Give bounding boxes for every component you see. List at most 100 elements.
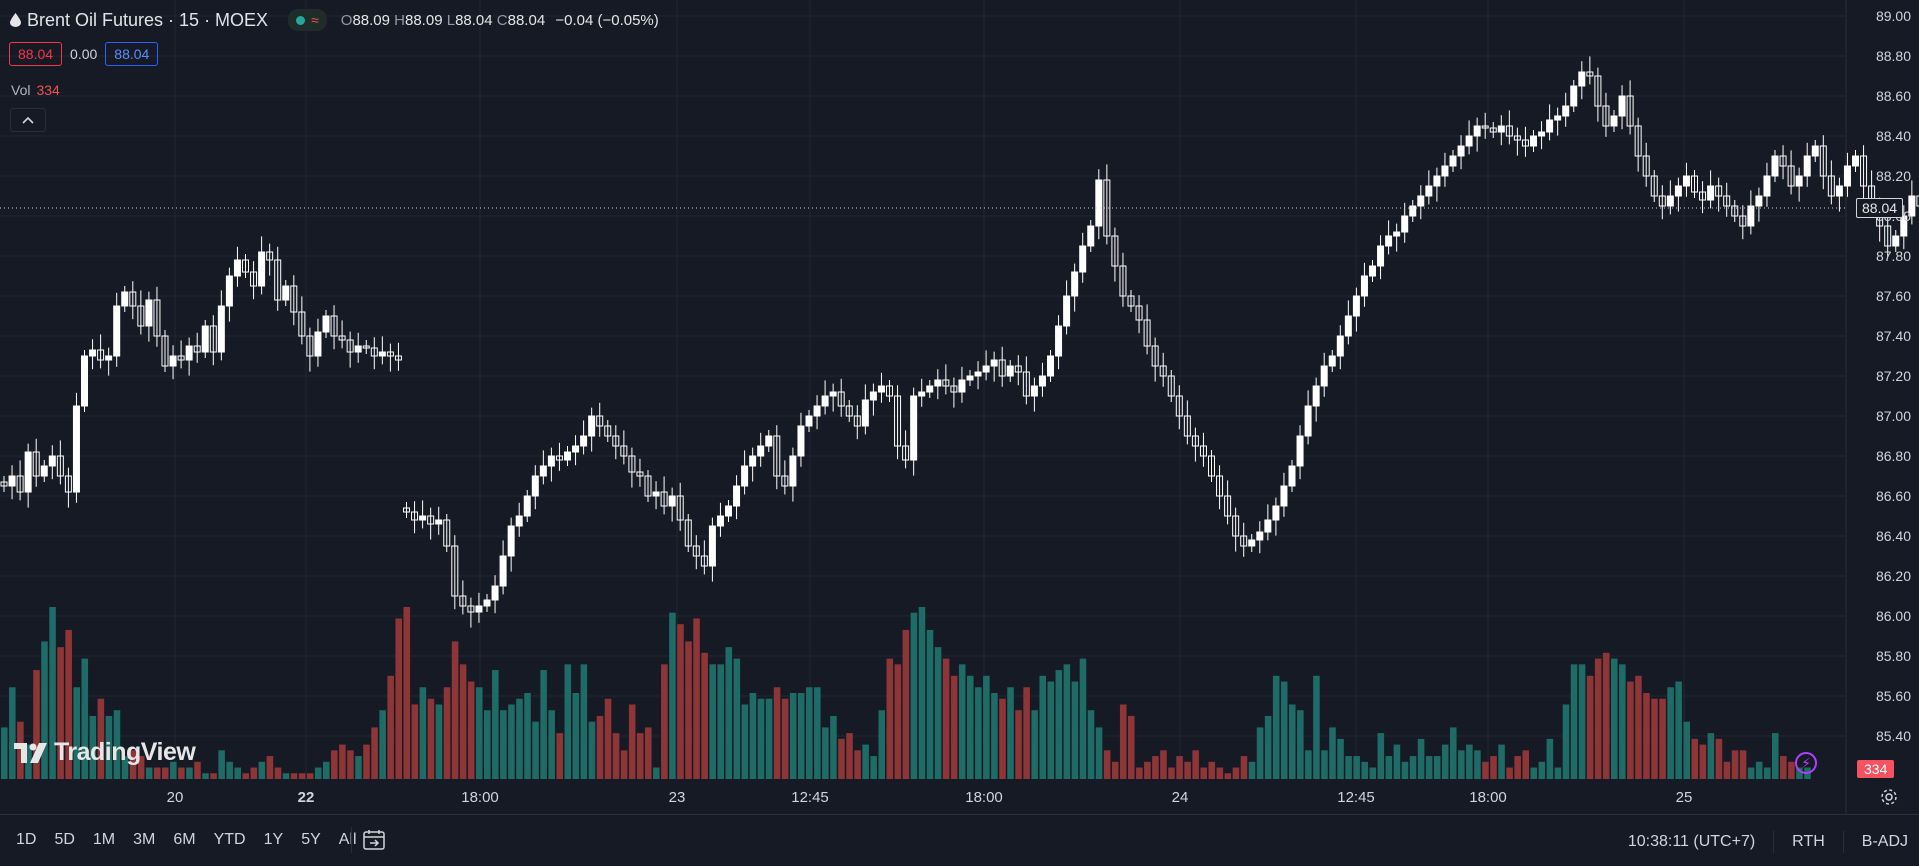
range-button-6m[interactable]: 6M	[173, 831, 196, 848]
candle	[1063, 280, 1071, 335]
range-button-5d[interactable]: 5D	[54, 831, 75, 848]
candle	[942, 364, 950, 395]
candle	[523, 490, 531, 522]
volume-bar	[443, 687, 451, 779]
candle	[700, 540, 708, 575]
candle	[1288, 460, 1296, 492]
clock[interactable]: 10:38:11 (UTC+7)	[1627, 833, 1756, 850]
candle	[499, 540, 507, 595]
volume-bar	[121, 756, 129, 779]
volume-bar	[1144, 761, 1151, 779]
time-tick-label: 24	[1171, 789, 1189, 806]
volume-bar	[1409, 756, 1417, 779]
session-button[interactable]: RTH	[1792, 833, 1825, 850]
volume-bar	[588, 721, 596, 779]
range-button-1y[interactable]: 1Y	[263, 831, 284, 848]
candle	[580, 420, 588, 455]
volume-bar	[1699, 744, 1707, 779]
volume-bar	[113, 710, 121, 779]
candle	[1538, 121, 1546, 150]
candle	[1264, 504, 1272, 541]
market-status[interactable]: ≈	[288, 9, 327, 31]
candle	[1763, 162, 1771, 207]
buy-price-button[interactable]: 88.04	[105, 42, 159, 66]
volume-bar	[846, 733, 853, 779]
volume-bar	[339, 744, 346, 779]
volume-bar	[1691, 738, 1699, 779]
candle	[1795, 167, 1803, 202]
candle	[459, 580, 467, 615]
candle	[507, 517, 515, 572]
candle	[1908, 180, 1916, 225]
candle	[427, 507, 435, 540]
volume-bar	[564, 664, 572, 779]
candle	[813, 395, 821, 430]
volume-bar	[266, 756, 274, 779]
candle	[966, 370, 974, 386]
volume-bar	[797, 693, 805, 779]
range-button-1m[interactable]: 1M	[92, 831, 116, 848]
candle	[1658, 185, 1666, 220]
candle	[1610, 110, 1618, 132]
volume-bar	[934, 647, 942, 779]
volume-bar	[1772, 733, 1779, 779]
candle	[1723, 182, 1731, 217]
collapse-legend-button[interactable]	[10, 108, 46, 132]
candle	[1819, 135, 1827, 190]
candle	[604, 420, 612, 442]
volume-bar	[17, 721, 24, 779]
volume-bar	[1522, 750, 1529, 779]
candle	[322, 310, 330, 338]
range-button-all[interactable]: All	[338, 831, 357, 848]
volume-bar	[733, 658, 741, 779]
range-button-1d[interactable]: 1D	[16, 831, 37, 848]
gear-icon[interactable]	[1880, 788, 1898, 806]
price-chart[interactable]	[0, 0, 1919, 814]
symbol-header[interactable]: Brent Oil Futures · 15 · MOEX ≈ O88.09 H…	[10, 9, 659, 31]
volume-bar	[1538, 761, 1546, 779]
candle	[1715, 177, 1723, 212]
bottom-toolbar: 1D 5D 1M 3M 6M YTD 1Y 5Y All 10:38:11 (UTC+7) RT…	[0, 814, 1919, 866]
tradingview-logo[interactable]: TradingView	[14, 738, 196, 767]
price-tick-label: 87.60	[1875, 288, 1911, 304]
candle	[652, 481, 660, 510]
volume-bar	[1313, 675, 1320, 779]
candle	[362, 340, 370, 354]
time-tick-label: 18:00	[965, 789, 1003, 806]
volume-bar	[475, 687, 483, 779]
candle	[451, 535, 459, 610]
volume-bar	[1337, 738, 1344, 779]
volume-legend[interactable]: Vol 334	[11, 82, 60, 98]
candle	[1143, 304, 1151, 355]
volume-bar	[1441, 744, 1449, 779]
lightning-icon[interactable]: ⚡	[1795, 752, 1817, 774]
volume-bar	[97, 698, 105, 779]
range-button-ytd[interactable]: YTD	[213, 831, 246, 848]
symbol-title[interactable]: Brent Oil Futures · 15 · MOEX	[27, 9, 269, 30]
volume-bar	[1763, 767, 1771, 779]
volume-bar	[1474, 750, 1481, 779]
candle	[1489, 122, 1497, 138]
volume-bar	[1280, 681, 1288, 779]
candle	[926, 380, 934, 398]
price-tick-label: 87.00	[1875, 408, 1911, 424]
range-button-5y[interactable]: 5Y	[301, 831, 321, 848]
candle	[193, 332, 201, 363]
candle	[1055, 315, 1063, 370]
volume-bar	[419, 687, 427, 779]
candle	[829, 383, 837, 412]
candle	[1634, 117, 1642, 172]
tradingview-logo-icon	[14, 742, 47, 763]
calendar-range-icon[interactable]	[362, 829, 386, 851]
candle	[749, 447, 757, 482]
volume-value: 334	[36, 82, 60, 98]
range-button-3m[interactable]: 3M	[133, 831, 156, 848]
sell-price-button[interactable]: 88.04	[9, 42, 63, 66]
volume-bar	[331, 750, 338, 779]
candle	[1425, 170, 1433, 205]
price-tick-label: 89.00	[1875, 8, 1911, 24]
candles	[0, 56, 1919, 628]
adjust-button[interactable]: B-ADJ	[1861, 833, 1908, 850]
candle	[1071, 263, 1079, 312]
candle	[918, 378, 926, 407]
